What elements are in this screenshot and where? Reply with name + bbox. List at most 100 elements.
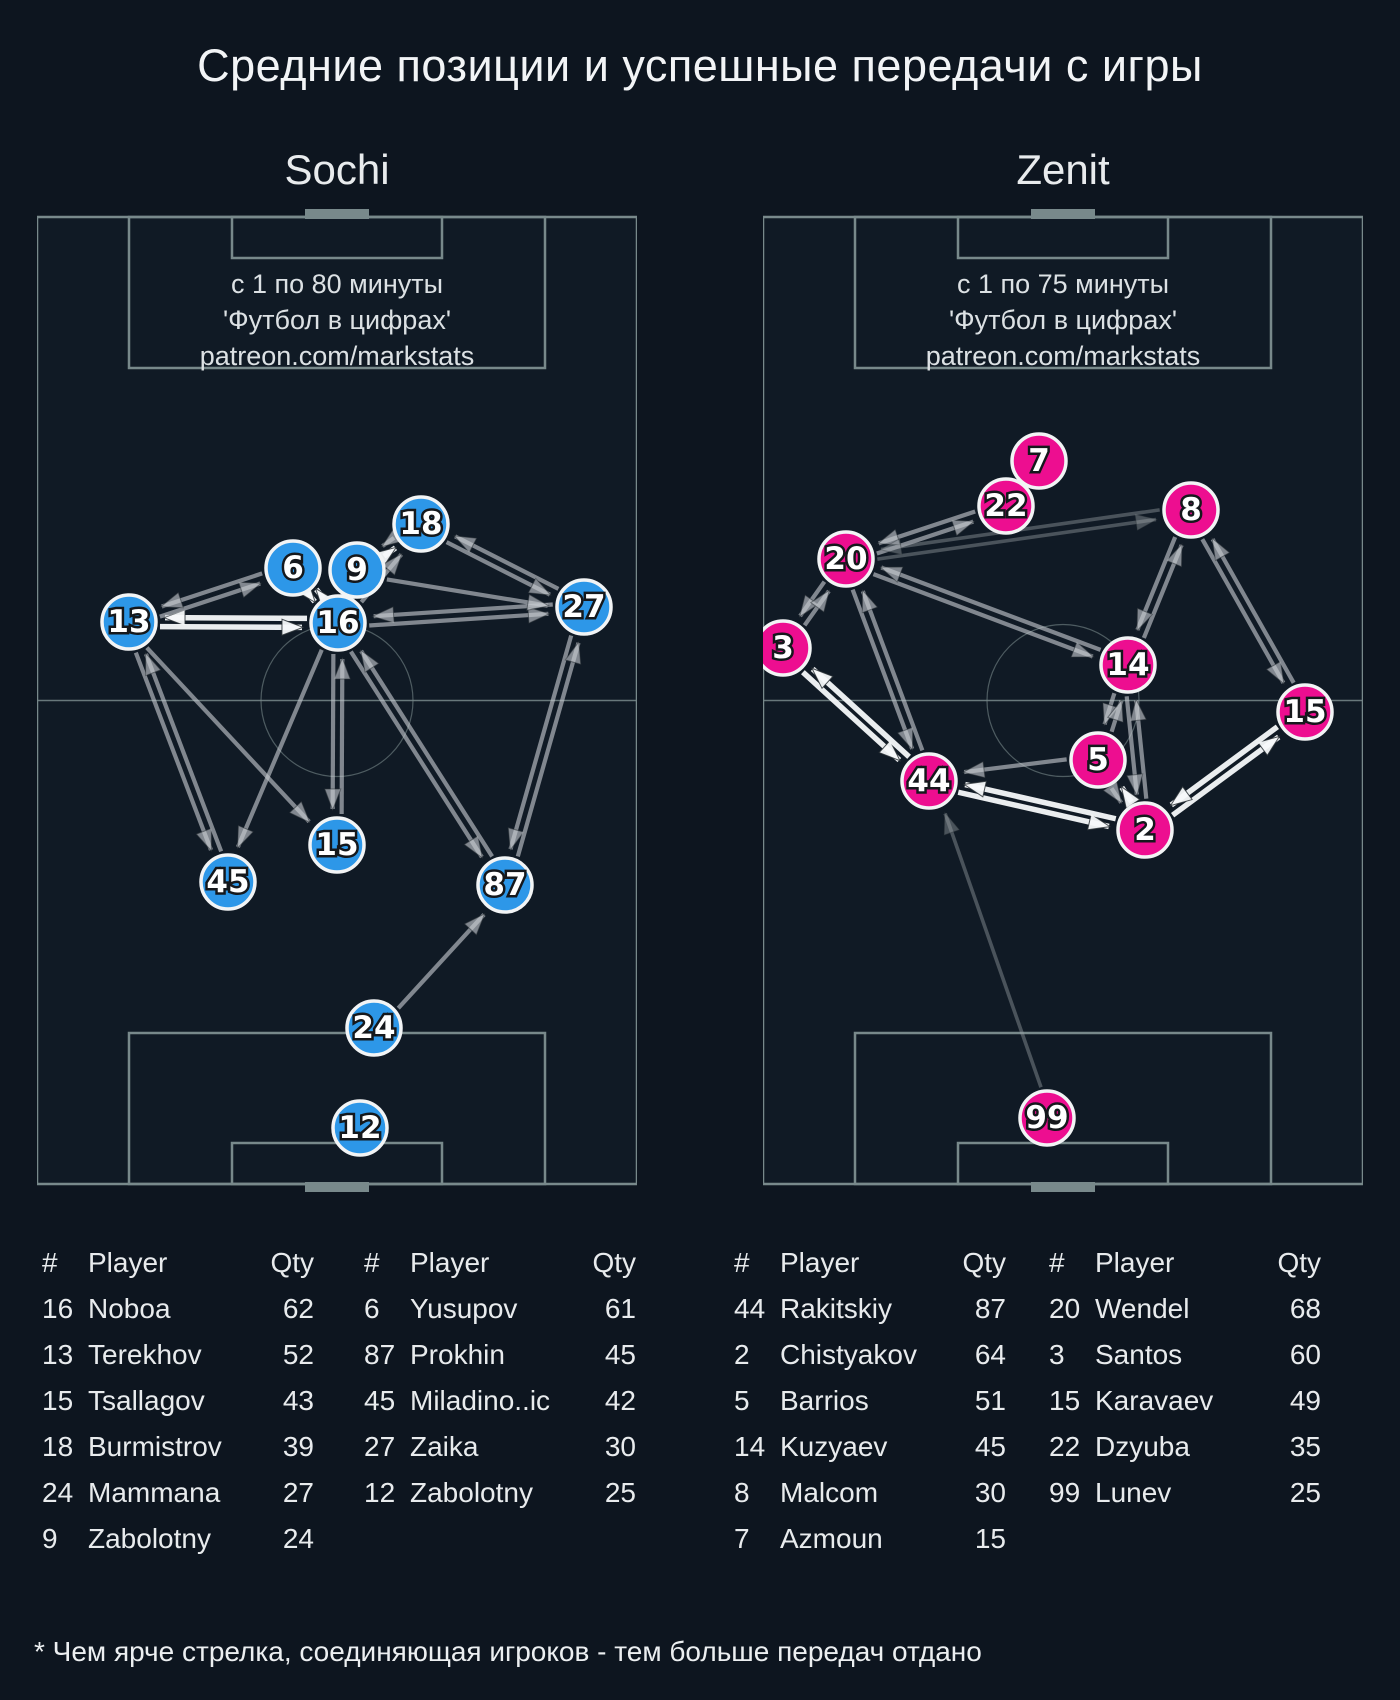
table-cell: 49 [1289,1385,1321,1416]
table-cell: 62 [282,1293,314,1324]
table-cell: 14 [734,1431,766,1462]
table-cell: 30 [604,1431,636,1462]
table-cell: 87 [974,1293,1006,1324]
player-number: 99 [1025,1100,1068,1136]
table-row: 15 Tsallagov 43 [42,1378,314,1424]
table-cell: Mammana [88,1477,221,1508]
player-number: 45 [206,864,249,900]
table-cell: 27 [282,1477,314,1508]
table-cell: Barrios [780,1385,869,1416]
pass-arrow [962,780,1117,822]
table-cell: 42 [604,1385,636,1416]
table-cell: 15 [42,1385,74,1416]
table-cell: Tsallagov [88,1385,205,1416]
table-cell: 15 [974,1523,1006,1554]
table-cell: 18 [42,1431,74,1462]
pass-arrow [810,666,911,759]
table-cell: 5 [734,1385,750,1416]
table-row: 87 Prokhin 45 [364,1332,636,1378]
table-cell: 61 [604,1293,636,1324]
table-header-cell: # [42,1247,58,1278]
player-marker: 13 [100,593,158,651]
table-cell: 22 [1049,1431,1081,1462]
pass-arrow [396,912,486,1010]
table-header-cell: # [364,1247,380,1278]
table-cell: Santos [1095,1339,1183,1370]
pass-arrow [879,565,1102,652]
table-cell: Terekhov [88,1339,202,1370]
player-marker: 22 [977,477,1035,535]
table-cell: Noboa [88,1293,171,1324]
player-number: 5 [1087,742,1109,778]
table-header-cell: Qty [1277,1247,1321,1278]
table-row: 22 Dzyuba 35 [1049,1424,1321,1470]
player-marker: 12 [331,1099,389,1157]
pitch-note-line: с 1 по 80 минуты [231,269,443,299]
player-marker: 27 [555,578,613,636]
player-number: 22 [984,488,1027,524]
table-row: 9 Zabolotny 24 [42,1516,314,1562]
table-cell: Rakitskiy [780,1293,893,1324]
table-header-cell: Player [410,1247,490,1278]
table-cell: Malcom [780,1477,879,1508]
pass-arrow [1200,538,1286,685]
table-cell: 7 [734,1523,750,1554]
table-cell: Yusupov [410,1293,518,1324]
pass-arrow [133,651,213,853]
player-marker: 15 [1276,683,1334,741]
table-cell: Zabolotny [410,1477,533,1508]
player-marker: 5 [1069,731,1127,789]
table-row: 16 Noboa 62 [42,1286,314,1332]
table-cell: 15 [1049,1385,1081,1416]
player-number: 44 [907,763,950,799]
table-row: 3 Santos 60 [1049,1332,1321,1378]
player-number: 9 [346,552,368,588]
pass-arrow [333,656,351,815]
player-number: 15 [315,827,358,863]
player-marker: 45 [199,853,257,911]
pass-table: # Player Qty 16 Noboa 62 13 Terekhov 52 15 Tsallag… [42,1240,314,1562]
player-number: 13 [107,604,150,640]
pass-table: # Player Qty 44 Rakitskiy 87 2 Chistyakov 64 5 Bar… [734,1240,1006,1562]
pass-arrow [943,811,1043,1088]
pass-arrow [957,789,1112,831]
pass-arrow [162,609,308,627]
table-header-cell: Player [1095,1247,1175,1278]
player-marker: 24 [345,999,403,1057]
pitch-note-line: 'Футбол в цифрах' [223,305,451,335]
pitch: с 1 по 75 минуты 'Футбол в цифрах' patreon… [763,209,1363,1192]
table-cell: 30 [974,1477,1006,1508]
table-header-cell: Qty [270,1247,314,1278]
table-cell: 16 [42,1293,74,1324]
pass-table: # Player Qty 20 Wendel 68 3 Santos 60 15 Karavaev 4… [1049,1240,1321,1516]
table-cell: 35 [1289,1431,1321,1462]
pitch-note-line: 'Футбол в цифрах' [949,305,1177,335]
player-marker: 8 [1162,481,1220,539]
pitch: с 1 по 80 минуты 'Футбол в цифрах' patreon… [37,209,637,1192]
pass-arrow [386,577,551,611]
table-header-row: # Player Qty [42,1240,314,1286]
pass-arrow [145,646,311,824]
table-cell: Wendel [1095,1293,1190,1324]
table-cell: Prokhin [410,1339,505,1370]
pass-arrow [359,648,494,858]
pass-arrow [349,650,484,860]
pass-arrow [159,571,263,609]
pass-arrow [507,635,574,852]
player-number: 12 [338,1110,381,1146]
table-row: 45 Miladino..ic 42 [364,1378,636,1424]
pass-arrow [1124,696,1144,798]
table-cell: 3 [1049,1339,1065,1370]
table-header-cell: Player [780,1247,860,1278]
table-cell: 6 [364,1293,380,1324]
pitch-note-line: patreon.com/markstats [200,341,475,371]
pass-arrow [369,606,551,628]
player-marker: 44 [900,752,958,810]
table-cell: 45 [364,1385,396,1416]
table-cell: 2 [734,1339,750,1370]
player-number: 3 [772,630,794,666]
table-row: 2 Chistyakov 64 [734,1332,1006,1378]
table-row: 13 Terekhov 52 [42,1332,314,1378]
player-number: 20 [824,541,867,577]
pass-arrow [961,757,1067,779]
